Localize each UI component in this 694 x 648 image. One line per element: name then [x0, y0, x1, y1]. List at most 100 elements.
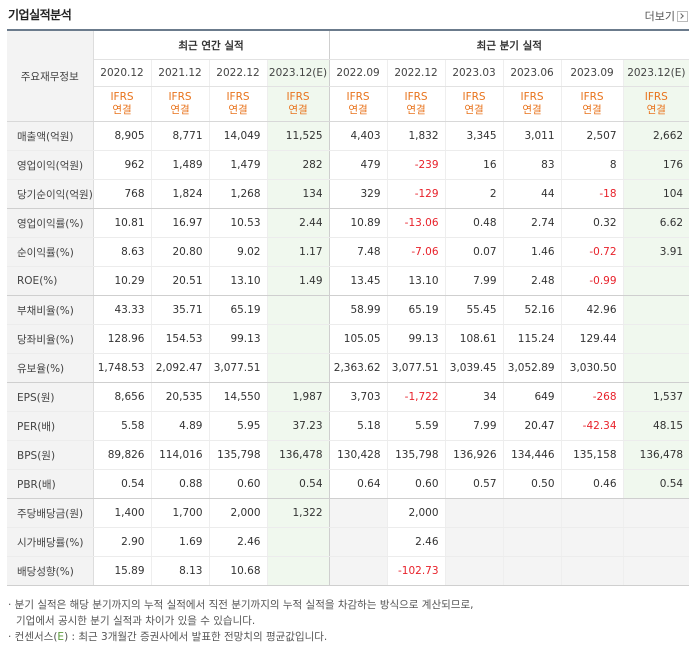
table-cell: 3,077.51 — [209, 353, 268, 383]
row-label: PBR(배) — [7, 469, 94, 499]
annual-group-header: 최근 연간 실적 — [93, 30, 330, 60]
ifrs-header: IFRS 연결 — [561, 86, 624, 122]
table-cell: 154.53 — [151, 324, 210, 354]
table-cell — [267, 353, 330, 383]
table-cell: 134,446 — [503, 440, 562, 470]
table-cell: 1,489 — [151, 150, 210, 180]
table-cell: 0.07 — [445, 237, 504, 267]
row-label: 영업이익률(%) — [7, 208, 94, 238]
table-row: 당기순이익(억원) 768 1,824 1,268 134 329 -129 2 44 -18 10… — [7, 179, 690, 209]
table-cell: 0.57 — [445, 469, 504, 499]
table-cell: 16.97 — [151, 208, 210, 238]
more-label[interactable]: 더보기 — [644, 10, 675, 23]
period-header: 2021.12 — [151, 59, 210, 87]
table-cell: 48.15 — [623, 411, 690, 441]
table-cell: 135,798 — [209, 440, 268, 470]
table-cell: 479 — [329, 150, 388, 180]
ifrs-header: IFRS 연결 — [387, 86, 446, 122]
table-cell: 2.90 — [93, 527, 152, 557]
table-cell: 108.61 — [445, 324, 504, 354]
table-cell: 105.05 — [329, 324, 388, 354]
table-cell: 135,158 — [561, 440, 624, 470]
table-cell: 0.64 — [329, 469, 388, 499]
period-header: 2020.12 — [93, 59, 152, 87]
ifrs-header: IFRS 연결 — [503, 86, 562, 122]
table-row: EPS(원) 8,656 20,535 14,550 1,987 3,703 -1,722 3… — [7, 382, 690, 412]
table-cell: 8.63 — [93, 237, 152, 267]
table-row: 순이익률(%) 8.63 20.80 9.02 1.17 7.48 -7.06 0.07 1.4… — [7, 237, 690, 267]
table-cell — [503, 527, 562, 557]
ifrs-header: IFRS 연결 — [151, 86, 210, 122]
row-label: 배당성향(%) — [7, 556, 94, 586]
table-cell: 2 — [445, 179, 504, 209]
table-cell: 3,703 — [329, 382, 388, 412]
table-cell: 10.89 — [329, 208, 388, 238]
table-cell: 2.48 — [503, 266, 562, 296]
table-row: 당좌비율(%) 128.96 154.53 99.13 105.05 99.13 108.6… — [7, 324, 690, 354]
table-cell: 1,322 — [267, 498, 330, 528]
table-cell: 134 — [267, 179, 330, 209]
table-cell: 2.74 — [503, 208, 562, 238]
table-row: ROE(%) 10.29 20.51 13.10 1.49 13.45 13.10 7.99 2… — [7, 266, 690, 296]
table-cell: 1.69 — [151, 527, 210, 557]
table-cell: 3,030.50 — [561, 353, 624, 383]
table-cell: 2,662 — [623, 121, 690, 151]
table-cell: 10.29 — [93, 266, 152, 296]
table-cell: 0.88 — [151, 469, 210, 499]
table-cell: 83 — [503, 150, 562, 180]
table-cell: 136,478 — [623, 440, 690, 470]
table-cell: 20,535 — [151, 382, 210, 412]
note-line-2: 기업에서 공시한 분기 실적과 차이가 있을 수 있습니다. — [16, 615, 256, 627]
table-cell: 5.95 — [209, 411, 268, 441]
table-cell: 104 — [623, 179, 690, 209]
table-cell: 1,400 — [93, 498, 152, 528]
quarter-group-header: 최근 분기 실적 — [329, 30, 690, 60]
table-cell: 3,077.51 — [387, 353, 446, 383]
table-cell: 20.80 — [151, 237, 210, 267]
period-header: 2023.03 — [445, 59, 504, 87]
table-cell: 20.47 — [503, 411, 562, 441]
row-label: 매출액(억원) — [7, 121, 94, 151]
table-cell: 962 — [93, 150, 152, 180]
table-cell: 649 — [503, 382, 562, 412]
ifrs-header: IFRS 연결 — [267, 86, 330, 122]
table-cell — [623, 295, 690, 325]
table-cell: 1,537 — [623, 382, 690, 412]
table-cell: 0.54 — [93, 469, 152, 499]
table-cell — [267, 527, 330, 557]
table-cell — [445, 527, 504, 557]
table-row: 유보율(%) 1,748.53 2,092.47 3,077.51 2,363.62 3,… — [7, 353, 690, 383]
table-cell: 329 — [329, 179, 388, 209]
table-cell: 1,268 — [209, 179, 268, 209]
table-cell: 35.71 — [151, 295, 210, 325]
table-cell: 130,428 — [329, 440, 388, 470]
period-header: 2023.09 — [561, 59, 624, 87]
table-cell: 136,926 — [445, 440, 504, 470]
table-row: PBR(배) 0.54 0.88 0.60 0.54 0.64 0.60 0.57 0.50 0.… — [7, 469, 690, 499]
table-cell: 8.13 — [151, 556, 210, 586]
row-label-header: 주요재무정보 — [7, 30, 94, 122]
table-cell: 14,550 — [209, 382, 268, 412]
ifrs-header: IFRS 연결 — [329, 86, 388, 122]
footnotes: · 분기 실적은 해당 분기까지의 누적 실적에서 직전 분기까지의 누적 실적… — [8, 597, 473, 645]
table-cell: 115.24 — [503, 324, 562, 354]
period-header: 2022.09 — [329, 59, 388, 87]
row-label: 당좌비율(%) — [7, 324, 94, 354]
table-cell: -102.73 — [387, 556, 446, 586]
table-cell: 4.89 — [151, 411, 210, 441]
table-cell: 65.19 — [209, 295, 268, 325]
table-cell — [329, 556, 388, 586]
financial-table: 주요재무정보 최근 연간 실적 최근 분기 실적 2020.12 2021.12 2… — [7, 29, 690, 586]
table-cell — [267, 295, 330, 325]
table-cell: 1,748.53 — [93, 353, 152, 383]
table-row: 주당배당금(원) 1,400 1,700 2,000 1,322 2,000 — [7, 498, 690, 528]
table-cell — [329, 527, 388, 557]
table-cell: 65.19 — [387, 295, 446, 325]
table-cell: 114,016 — [151, 440, 210, 470]
table-cell: -268 — [561, 382, 624, 412]
table-cell: 10.68 — [209, 556, 268, 586]
more-link[interactable]: 더보기 — [645, 8, 688, 24]
table-cell: -42.34 — [561, 411, 624, 441]
table-cell: 15.89 — [93, 556, 152, 586]
chevron-right-icon[interactable] — [677, 10, 688, 22]
